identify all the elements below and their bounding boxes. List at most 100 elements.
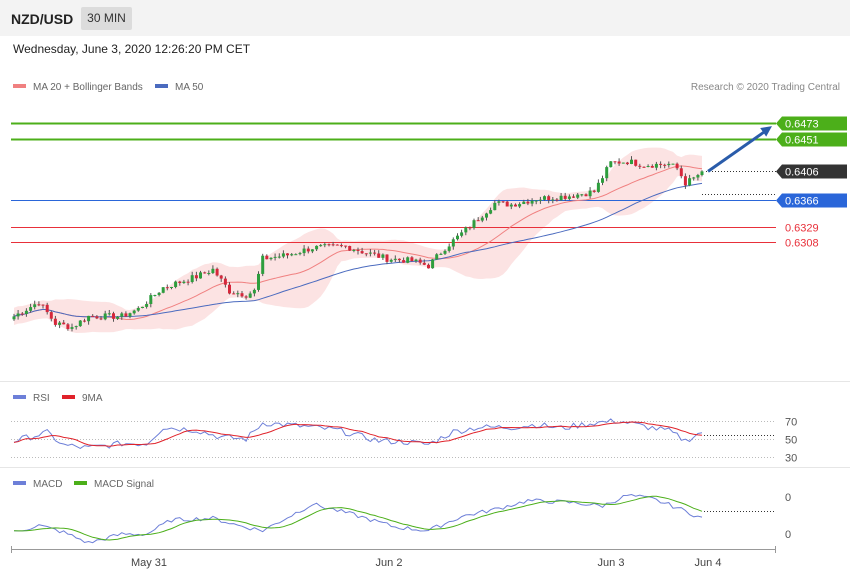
- candle-body: [659, 163, 663, 165]
- arrow-shaft: [707, 130, 765, 173]
- candle-body: [522, 201, 526, 204]
- level-tag: [776, 116, 847, 131]
- candle-body: [464, 227, 468, 233]
- candle-body: [257, 273, 260, 290]
- bollinger-band-area: [14, 147, 702, 333]
- legend-swatch-ma50: [155, 84, 168, 88]
- candle-body: [45, 304, 49, 313]
- candle-body: [207, 273, 211, 274]
- candle-body: [393, 258, 397, 260]
- candle-body: [526, 201, 530, 204]
- candle-body: [20, 313, 24, 315]
- candle-body: [244, 296, 248, 298]
- candle-body: [572, 196, 575, 198]
- level-tag-label: 0.6366: [785, 196, 819, 208]
- candle-body: [302, 248, 306, 254]
- candle-body: [286, 253, 289, 256]
- candle-body: [203, 272, 207, 274]
- candle-body: [37, 304, 41, 306]
- candle-body: [422, 262, 426, 265]
- candle-body: [663, 164, 667, 166]
- candles: [12, 156, 704, 332]
- candle-body: [174, 281, 178, 287]
- candle-body: [128, 313, 132, 317]
- candle-body: [132, 310, 136, 314]
- candle-body: [410, 257, 414, 262]
- rsi-panel: 70 50 30: [11, 417, 797, 465]
- rsi-ma-line: [13, 421, 703, 447]
- candle-body: [87, 315, 91, 322]
- candle-body: [70, 327, 74, 329]
- candle-body: [675, 163, 679, 169]
- level-tag: [776, 193, 847, 208]
- candle-body: [66, 324, 70, 329]
- candle-body: [310, 249, 314, 252]
- symbol-label: NZD/USD: [11, 11, 74, 27]
- rsi-tick-label: 30: [785, 453, 797, 465]
- candle-body: [547, 196, 551, 201]
- candle-body: [613, 161, 617, 163]
- candle-body: [12, 316, 16, 320]
- timeframe-button[interactable]: 30 MIN: [81, 7, 132, 30]
- level-label: 0.6308: [785, 238, 819, 250]
- candle-body: [617, 161, 621, 164]
- candle-body: [149, 295, 153, 304]
- candle-body: [29, 307, 33, 311]
- candle-body: [103, 313, 107, 320]
- candle-body: [679, 168, 683, 177]
- candle-body: [49, 312, 53, 319]
- candle-body: [281, 253, 285, 257]
- candle-body: [58, 322, 62, 325]
- candle-body: [443, 250, 447, 254]
- candle-body: [161, 287, 165, 293]
- candle-body: [199, 272, 202, 279]
- candle-body: [41, 304, 45, 306]
- candle-body: [389, 259, 393, 262]
- candle-body: [290, 254, 294, 256]
- level-tag-label: 0.6406: [785, 167, 819, 179]
- level-tag: [776, 164, 847, 179]
- rsi-line: [13, 418, 703, 449]
- candle-body: [625, 162, 629, 165]
- candle-body: [563, 195, 567, 199]
- candle-body: [153, 295, 157, 296]
- candle-body: [518, 204, 522, 207]
- candle-body: [74, 326, 78, 328]
- candle-body: [555, 199, 559, 201]
- forecast-arrow: [707, 126, 772, 173]
- x-tick-label: Jun 4: [695, 557, 722, 569]
- candle-body: [33, 304, 37, 308]
- candle-body: [480, 217, 484, 221]
- candle-body: [634, 159, 638, 166]
- candle-body: [493, 202, 497, 211]
- candle-body: [514, 204, 517, 207]
- candle-body: [368, 252, 372, 254]
- candle-body: [107, 313, 111, 315]
- legend-rsi-label: RSI: [33, 393, 50, 404]
- candle-body: [232, 293, 236, 295]
- candle-body: [186, 281, 190, 283]
- macd-tick-label: 0: [785, 529, 791, 541]
- legend-swatch-macd: [13, 481, 26, 485]
- candle-body: [476, 220, 480, 222]
- candle-body: [348, 246, 352, 251]
- candle-body: [53, 318, 57, 325]
- candle-body: [489, 210, 493, 214]
- level-tags: 0.6473 0.6451 0.6406 0.6366 0.6329 0.6308: [776, 116, 847, 250]
- legend-ma20-label: MA 20 + Bollinger Bands: [33, 82, 143, 93]
- legend-swatch-rsi: [13, 395, 26, 399]
- candle-body: [344, 245, 348, 247]
- candle-body: [360, 251, 364, 254]
- legend-rsi-ma-label: 9MA: [82, 393, 103, 404]
- candle-body: [605, 167, 609, 179]
- candle-body: [219, 275, 223, 279]
- candle-body: [468, 227, 472, 229]
- candle-body: [451, 239, 455, 247]
- candle-body: [609, 161, 613, 168]
- candle-body: [277, 256, 281, 258]
- candle-body: [273, 256, 277, 258]
- legend-ma50-label: MA 50: [175, 82, 204, 93]
- candle-body: [261, 255, 265, 274]
- candle-body: [406, 257, 410, 263]
